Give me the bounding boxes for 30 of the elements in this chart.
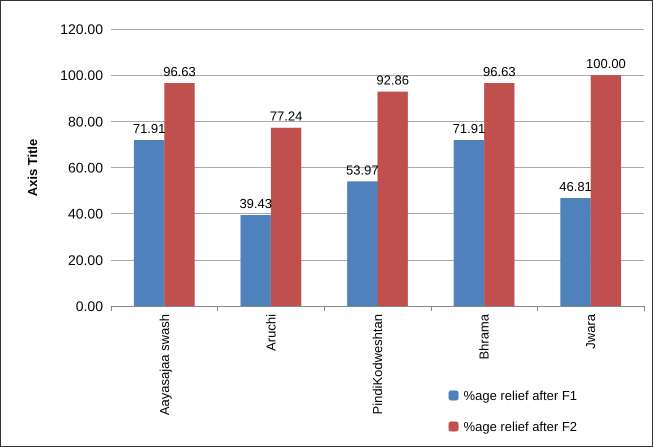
y-tick-label: 120.00 [60, 21, 104, 37]
x-tick-label: Jwara [583, 313, 598, 349]
data-label: 92.86 [376, 72, 409, 88]
bar [560, 198, 591, 306]
x-tick-label: Aruchi [263, 314, 278, 351]
x-tick-label: Aayasajaa swash [156, 314, 172, 416]
y-tick-label: 100.00 [60, 67, 104, 84]
data-label: 96.63 [163, 64, 196, 79]
bar [240, 214, 271, 306]
x-tick-label: Bhrama [476, 313, 492, 360]
y-tick-label: 0.00 [76, 298, 104, 314]
bar [590, 75, 622, 306]
bar [270, 128, 302, 306]
y-tick-label: 80.00 [68, 113, 104, 130]
bar [378, 92, 408, 306]
legend-label: %age relief after F1 [464, 388, 578, 403]
bar [454, 140, 484, 306]
y-tick-label: 20.00 [68, 252, 104, 268]
bar [347, 181, 378, 306]
bar [134, 140, 164, 306]
bar [484, 82, 514, 306]
y-axis-title: Axis Title [25, 138, 40, 196]
data-label: 96.63 [483, 64, 516, 79]
legend-label: %age relief after F2 [464, 419, 578, 434]
y-tick-label: 40.00 [68, 206, 104, 222]
bar [164, 82, 195, 306]
data-label: 77.24 [270, 108, 302, 124]
y-tick-label: 60.00 [68, 160, 104, 176]
x-tick-label: PindiKodweshtan [370, 314, 385, 414]
data-label: 100.00 [586, 56, 626, 72]
